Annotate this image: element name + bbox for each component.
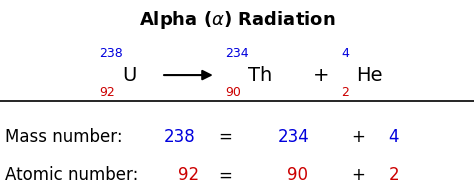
Text: 92: 92 bbox=[178, 167, 199, 184]
Text: 4: 4 bbox=[341, 47, 349, 60]
Text: +: + bbox=[351, 128, 365, 145]
Text: 2: 2 bbox=[389, 167, 399, 184]
Text: Atomic number:: Atomic number: bbox=[5, 167, 138, 184]
Text: 90: 90 bbox=[225, 86, 241, 99]
Text: Th: Th bbox=[248, 66, 272, 85]
Text: U: U bbox=[122, 66, 137, 85]
Text: +: + bbox=[313, 66, 329, 85]
Text: =: = bbox=[218, 167, 232, 184]
Text: 238: 238 bbox=[164, 128, 195, 145]
Text: 92: 92 bbox=[100, 86, 115, 99]
Text: 238: 238 bbox=[100, 47, 123, 60]
Text: 90: 90 bbox=[287, 167, 308, 184]
Text: Alpha ($\alpha$) Radiation: Alpha ($\alpha$) Radiation bbox=[139, 10, 335, 31]
Text: 234: 234 bbox=[277, 128, 309, 145]
Text: 234: 234 bbox=[225, 47, 249, 60]
Text: +: + bbox=[351, 167, 365, 184]
Text: He: He bbox=[356, 66, 383, 85]
Text: Mass number:: Mass number: bbox=[5, 128, 122, 145]
Text: 2: 2 bbox=[341, 86, 349, 99]
Text: 4: 4 bbox=[389, 128, 399, 145]
Text: =: = bbox=[218, 128, 232, 145]
